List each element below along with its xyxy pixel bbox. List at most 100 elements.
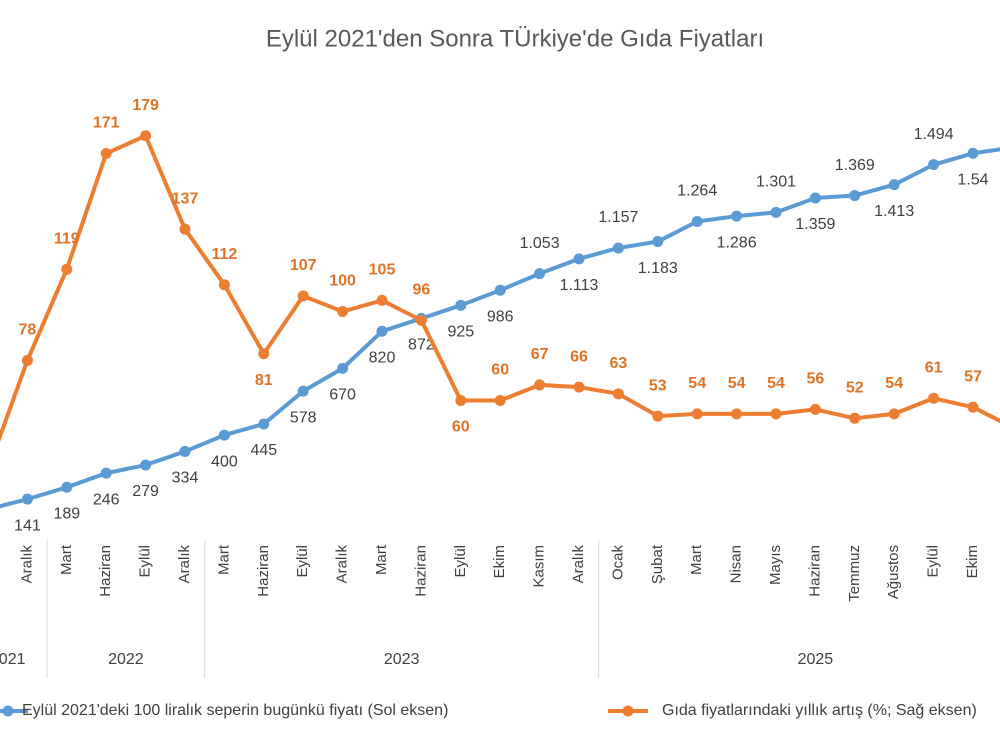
- data-label: 820: [369, 349, 396, 366]
- data-label: 119: [54, 230, 80, 247]
- data-label: 54: [767, 375, 785, 392]
- data-label: 57: [964, 368, 982, 385]
- data-label: 141: [14, 517, 41, 534]
- data-point: [928, 159, 940, 171]
- data-point: [100, 148, 112, 160]
- x-tick-label: Haziran: [97, 545, 114, 597]
- data-label: 1.053: [520, 235, 560, 252]
- data-point: [967, 147, 979, 159]
- data-label: 60: [491, 362, 509, 379]
- data-label: 107: [290, 257, 317, 274]
- data-point: [809, 192, 821, 204]
- legend-marker: [2, 705, 14, 717]
- data-label: 54: [728, 375, 746, 392]
- data-label: 63: [610, 355, 628, 372]
- data-point: [179, 445, 191, 457]
- x-tick-label: Aralık: [334, 545, 351, 584]
- x-tick-label: Temmuz: [846, 545, 863, 602]
- data-point: [179, 223, 191, 235]
- data-label: 1.183: [638, 260, 678, 277]
- data-label: 1.494: [914, 126, 954, 143]
- data-label: 53: [649, 377, 667, 394]
- data-point: [573, 253, 585, 265]
- data-point: [337, 306, 349, 317]
- data-label: 137: [172, 190, 199, 207]
- x-tick-label: Mart: [58, 544, 75, 575]
- x-tick-label: Haziran: [806, 545, 823, 597]
- data-label: 925: [447, 324, 474, 341]
- data-point: [888, 408, 900, 420]
- chart-title: Eylül 2021'den Sonra TÜrkiye'de Gıda Fiy…: [266, 25, 764, 52]
- group-label: 2022: [108, 651, 144, 668]
- data-point: [652, 410, 664, 422]
- data-label: 81: [255, 372, 273, 389]
- data-label: 246: [93, 491, 120, 508]
- data-label: 1.286: [717, 234, 757, 251]
- data-point: [297, 385, 309, 397]
- data-label: 1.369: [835, 157, 875, 174]
- data-label: 60: [452, 419, 470, 436]
- data-point: [494, 284, 506, 296]
- data-label: 1.113: [560, 277, 599, 294]
- data-label: 1.264: [677, 183, 717, 200]
- data-label: 1.359: [795, 216, 835, 233]
- data-label: 54: [885, 375, 903, 392]
- data-label: 986: [487, 308, 514, 325]
- data-point: [140, 459, 152, 471]
- data-point: [218, 279, 230, 291]
- x-tick-label: Eylül: [925, 545, 942, 578]
- data-label: 96: [413, 282, 431, 299]
- data-point: [21, 493, 33, 505]
- x-tick-label: Aralık: [176, 545, 193, 584]
- data-point: [809, 403, 821, 415]
- data-point: [770, 408, 782, 420]
- data-point: [258, 348, 270, 360]
- data-point: [258, 418, 270, 430]
- data-label: 78: [19, 322, 37, 339]
- data-label: 179: [132, 97, 159, 114]
- x-tick-label: Kasım: [531, 545, 548, 588]
- data-point: [691, 216, 703, 228]
- data-label: 578: [290, 409, 317, 426]
- data-point: [415, 314, 427, 326]
- data-label: 52: [846, 380, 864, 397]
- data-label: 67: [531, 346, 549, 363]
- data-point: [534, 268, 546, 280]
- data-point: [61, 263, 73, 275]
- data-point: [297, 290, 309, 302]
- data-point: [849, 190, 861, 202]
- data-label: 105: [369, 262, 396, 279]
- data-point: [928, 392, 940, 404]
- data-label: 189: [53, 505, 80, 522]
- x-tick-label: Ekim: [964, 545, 981, 578]
- data-label: 279: [132, 483, 159, 500]
- data-point: [731, 408, 743, 420]
- x-tick-label: Eylül: [137, 545, 154, 578]
- x-tick-label: Aralık: [18, 545, 35, 584]
- data-point: [218, 429, 230, 441]
- data-point: [455, 299, 467, 311]
- data-point: [494, 395, 506, 406]
- data-point: [376, 294, 388, 306]
- data-label: 400: [211, 453, 238, 470]
- legend-label: Eylül 2021'deki 100 liralık seperin bugü…: [22, 702, 448, 719]
- data-label: 54: [688, 375, 706, 392]
- data-point: [967, 401, 979, 413]
- x-tick-label: Haziran: [412, 545, 429, 597]
- group-label: 2021: [0, 651, 26, 668]
- legend-label: Gıda fiyatlarındaki yıllık artış (%; Sağ…: [662, 702, 977, 719]
- data-label: 1.301: [756, 174, 796, 191]
- data-label: 670: [329, 387, 356, 404]
- data-point: [612, 388, 624, 400]
- data-point: [652, 236, 664, 248]
- data-label: 112: [211, 246, 237, 263]
- data-label: 872: [408, 337, 435, 354]
- data-point: [100, 467, 112, 479]
- data-label: 171: [93, 115, 120, 132]
- x-tick-label: Mart: [373, 544, 390, 575]
- data-point: [337, 362, 349, 374]
- data-point: [140, 130, 152, 142]
- data-point: [888, 179, 900, 191]
- data-point: [770, 206, 782, 218]
